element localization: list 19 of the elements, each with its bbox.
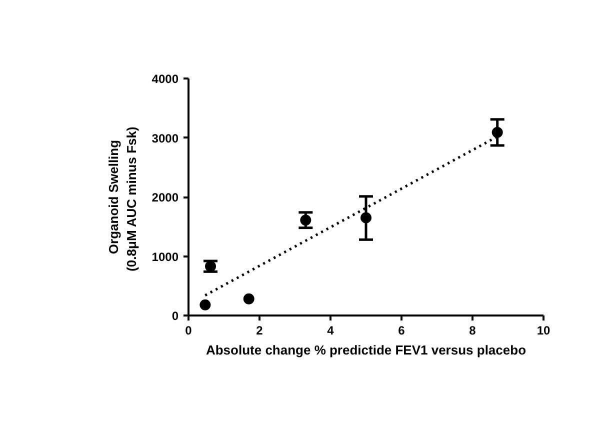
point xyxy=(205,260,216,272)
x-tick-label: 6 xyxy=(398,324,406,338)
y-tick-label: 0 xyxy=(172,309,179,323)
x-tick-label: 8 xyxy=(469,324,476,338)
point xyxy=(243,293,254,304)
x-tick-label: 10 xyxy=(536,324,550,338)
x-tick-label: 4 xyxy=(327,324,334,338)
y-axis-title: Organoid Swelling (0.8μM AUC minus Fsk) xyxy=(106,126,139,272)
point xyxy=(492,126,503,138)
x-tick-label: 0 xyxy=(185,324,192,338)
x-axis-title: Absolute change % predictide FEV1 versus placebo xyxy=(206,342,526,358)
point xyxy=(200,299,211,310)
point xyxy=(300,214,312,226)
point xyxy=(360,212,372,224)
y-tick-label: 4000 xyxy=(152,72,179,86)
y-tick-label: 2000 xyxy=(152,190,179,204)
x-tick-label: 2 xyxy=(256,324,264,338)
y-tick-label: 3000 xyxy=(152,131,179,146)
y-tick-label: 1000 xyxy=(152,250,179,264)
